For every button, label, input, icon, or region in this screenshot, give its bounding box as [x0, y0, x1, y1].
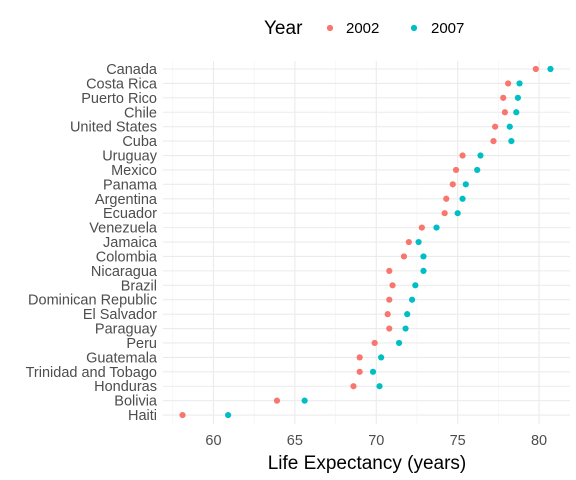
point-2007: [378, 354, 385, 361]
point-2002: [459, 152, 466, 159]
y-tick-label: Nicaragua: [91, 264, 158, 280]
y-tick-label: Guatemala: [86, 350, 158, 366]
point-2002: [492, 123, 499, 130]
y-tick-label: United States: [70, 120, 157, 136]
legend-label-2007: 2007: [431, 20, 464, 37]
y-tick-label: Trinidad and Tobago: [26, 365, 157, 381]
point-2007: [404, 311, 411, 318]
y-tick-label: Argentina: [95, 192, 158, 208]
point-2007: [459, 195, 466, 202]
y-tick-label: Mexico: [111, 163, 157, 179]
y-tick-label: Uruguay: [102, 149, 158, 165]
point-2002: [350, 383, 357, 390]
legend-key-2002: [326, 24, 334, 32]
point-2002: [452, 166, 460, 174]
point-2007: [506, 123, 513, 130]
grid-layer: [163, 61, 570, 424]
legend-key-2007: [410, 24, 418, 32]
point-2007: [420, 267, 427, 274]
y-tick-label: Bolivia: [114, 394, 158, 410]
point-2007: [433, 224, 440, 231]
point-2007: [513, 109, 520, 116]
point-2002: [371, 339, 378, 347]
point-2007: [301, 397, 308, 404]
point-2002: [179, 411, 186, 419]
point-2002: [273, 397, 281, 404]
x-tick-label: 60: [205, 433, 221, 449]
point-2002: [384, 311, 391, 318]
point-2002: [405, 238, 412, 246]
point-2002: [356, 368, 363, 375]
point-2002: [443, 195, 450, 202]
point-2007: [225, 411, 232, 419]
point-2002: [386, 325, 393, 332]
point-2002: [386, 267, 393, 274]
point-2007: [474, 166, 481, 174]
y-tick-label: El Salvador: [83, 307, 157, 323]
x-axis-title: Life Expectancy (years): [268, 453, 467, 474]
point-2007: [477, 152, 484, 159]
y-tick-label: Colombia: [96, 249, 158, 265]
point-2007: [369, 368, 377, 375]
y-tick-label: Peru: [126, 336, 157, 352]
legend-title: Year: [264, 18, 303, 39]
point-2002: [441, 210, 448, 217]
y-tick-label: Brazil: [121, 278, 157, 294]
y-tick-label: Panama: [103, 177, 158, 193]
y-tick-label: Paraguay: [95, 322, 158, 338]
point-2007: [402, 325, 409, 332]
point-2002: [418, 224, 425, 231]
point-layer: [179, 65, 554, 419]
point-2007: [395, 339, 403, 347]
y-tick-label: Dominican Republic: [28, 293, 157, 309]
point-2007: [516, 80, 523, 87]
point-2007: [408, 296, 416, 303]
point-2007: [454, 210, 461, 217]
point-2007: [514, 94, 522, 101]
point-2002: [490, 138, 497, 145]
y-tick-label: Ecuador: [103, 206, 157, 222]
point-2002: [389, 282, 396, 289]
x-tick-label: 65: [287, 433, 303, 449]
point-2002: [400, 253, 408, 260]
y-tick-label: Puerto Rico: [81, 91, 157, 107]
y-tick-label: Cuba: [122, 134, 158, 150]
x-tick-label: 80: [531, 433, 547, 449]
point-2007: [420, 253, 427, 260]
point-2007: [412, 282, 419, 289]
x-tick-labels: 60 65 70 75 80: [205, 433, 547, 449]
y-tick-label: Chile: [124, 105, 157, 121]
point-2007: [376, 383, 383, 390]
point-2007: [508, 138, 515, 145]
point-2007: [415, 238, 422, 246]
y-tick-label: Costa Rica: [86, 76, 158, 92]
y-tick-label: Venezuela: [89, 221, 158, 237]
point-2002: [505, 80, 512, 87]
legend: Year 2002 2007: [264, 18, 464, 39]
y-tick-label: Honduras: [94, 379, 157, 395]
y-tick-label: Haiti: [128, 408, 157, 424]
x-tick-label: 75: [450, 433, 466, 449]
point-2002: [449, 181, 456, 188]
point-2007: [462, 181, 469, 188]
point-2002: [356, 354, 363, 361]
legend-items: 2002 2007: [326, 20, 464, 37]
legend-label-2002: 2002: [346, 20, 379, 37]
point-2002: [501, 109, 508, 116]
point-2002: [500, 94, 507, 101]
point-2002: [532, 65, 539, 73]
point-2007: [547, 65, 554, 73]
x-tick-label: 70: [368, 433, 384, 449]
point-2002: [386, 296, 393, 303]
y-tick-label: Jamaica: [103, 235, 158, 251]
y-tick-label: Canada: [106, 62, 158, 78]
